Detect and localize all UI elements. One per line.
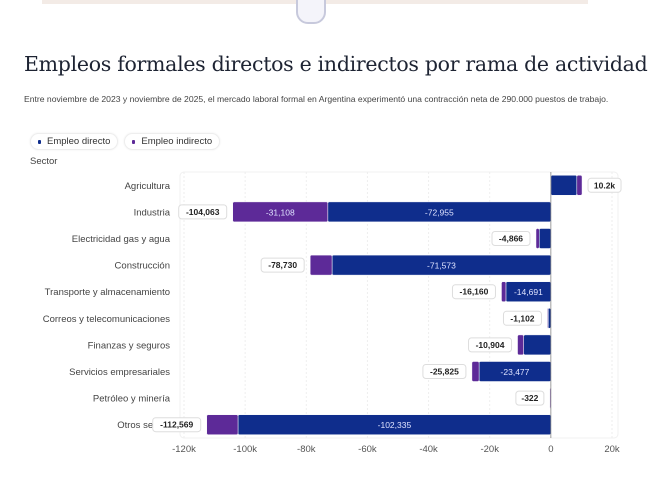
y-tick-label: Industria <box>134 207 171 218</box>
legend: Empleo directo Empleo indirecto <box>30 133 221 150</box>
total-badge <box>587 177 622 193</box>
legend-swatch-indirect <box>132 139 136 144</box>
logo-seal <box>296 0 326 24</box>
bar-label: -31,108 <box>266 207 295 217</box>
x-tick-label: -100k <box>233 444 257 455</box>
y-tick-label: Transporte y almacenamiento <box>45 287 170 298</box>
legend-item-indirect[interactable]: Empleo indirecto <box>124 133 221 150</box>
bar-indirect <box>576 175 583 196</box>
total-badge <box>502 310 542 326</box>
total-badge <box>260 257 305 273</box>
y-tick-label: Petróleo y minería <box>93 394 171 405</box>
total-label: -16,160 <box>460 287 489 297</box>
bar-label: -72,955 <box>425 207 454 217</box>
legend-label: Empleo directo <box>47 136 111 147</box>
bar-indirect <box>471 361 480 382</box>
total-badge <box>152 417 202 433</box>
bar-direct <box>550 175 578 196</box>
bar-direct <box>523 334 552 356</box>
bar-direct <box>538 228 552 249</box>
bar-label: -23,477 <box>501 367 530 377</box>
total-badge <box>468 337 513 353</box>
bar-indirect <box>535 228 540 249</box>
total-label: -4,866 <box>499 234 523 244</box>
bar-indirect <box>232 201 329 223</box>
total-label: -104,063 <box>186 207 220 217</box>
bar-indirect <box>206 414 239 435</box>
legend-label: Empleo indirecto <box>141 136 213 147</box>
bar-label: -14,691 <box>514 287 543 297</box>
x-tick-label: -60k <box>358 444 377 455</box>
x-tick-label: 20k <box>604 444 620 455</box>
total-badge <box>491 231 531 246</box>
total-label: -78,730 <box>268 260 297 270</box>
y-tick-label: Electricidad gas y agua <box>72 234 171 245</box>
bar-label: -102,335 <box>378 420 412 430</box>
x-tick-label: -20k <box>480 444 499 455</box>
total-label: -1,102 <box>510 313 534 323</box>
y-tick-label: Construcción <box>115 261 170 272</box>
y-axis-title: Sector <box>30 156 58 167</box>
total-badge <box>422 364 467 379</box>
plot-frame <box>179 171 619 439</box>
total-label: -112,569 <box>160 420 193 430</box>
chart-subtitle: Entre noviembre de 2023 y noviembre de 2… <box>24 94 609 104</box>
x-tick-label: -120k <box>172 444 196 455</box>
legend-item-direct[interactable]: Empleo directo <box>30 133 119 150</box>
y-tick-label: Servicios empresariales <box>69 367 170 378</box>
bar-indirect <box>501 281 507 302</box>
y-tick-label: Agricultura <box>125 181 171 192</box>
x-tick-label: 0 <box>548 444 553 455</box>
total-badge <box>178 204 228 220</box>
y-tick-label: Otros servici <box>117 420 170 431</box>
bar-indirect <box>309 254 333 276</box>
total-label: -10,904 <box>476 340 505 350</box>
x-tick-label: -40k <box>419 444 438 455</box>
y-tick-label: Finanzas y seguros <box>88 340 171 351</box>
total-label: -322 <box>521 393 538 403</box>
bar-indirect <box>517 334 524 356</box>
legend-swatch-direct <box>38 139 41 144</box>
total-badge <box>515 390 545 406</box>
total-label: 10.2k <box>594 180 616 190</box>
bar-indirect <box>547 308 549 329</box>
y-tick-label: Correos y telecomunicaciones <box>43 314 171 325</box>
chart-title: Empleos formales directos e indirectos p… <box>24 52 648 76</box>
x-tick-label: -80k <box>297 444 316 455</box>
total-label: -25,825 <box>430 367 459 377</box>
bar-label: -71,573 <box>427 261 456 271</box>
total-badge <box>451 284 496 300</box>
